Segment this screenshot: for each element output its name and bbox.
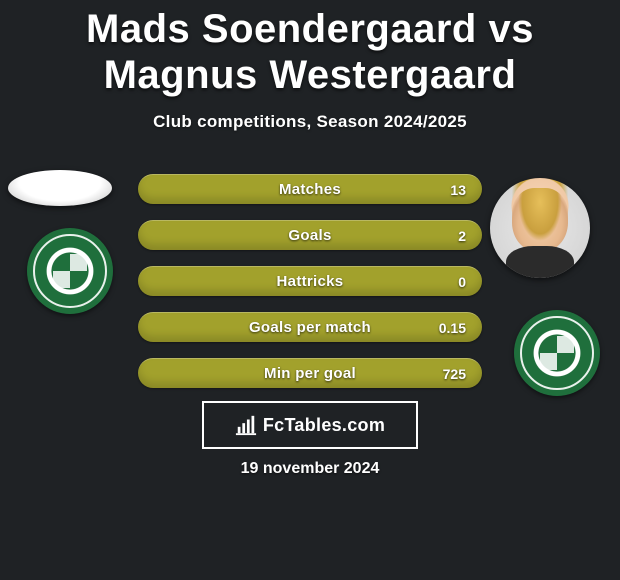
brand-box: FcTables.com bbox=[202, 401, 418, 449]
player-right-avatar bbox=[490, 178, 590, 278]
stats-bars: Matches 13 Goals 2 Hattricks 0 Goals per… bbox=[138, 174, 482, 404]
stat-value-right: 13 bbox=[450, 175, 466, 204]
player-left-avatar bbox=[8, 170, 112, 206]
stat-bar: Matches 13 bbox=[138, 174, 482, 204]
bar-chart-icon bbox=[235, 414, 257, 436]
stat-label: Hattricks bbox=[138, 267, 482, 296]
stat-label: Goals per match bbox=[138, 313, 482, 342]
player-right-crest-icon bbox=[514, 310, 600, 396]
date-text: 19 november 2024 bbox=[0, 460, 620, 478]
stat-label: Goals bbox=[138, 221, 482, 250]
stat-label: Min per goal bbox=[138, 359, 482, 388]
stat-value-right: 2 bbox=[458, 221, 466, 250]
stat-label: Matches bbox=[138, 175, 482, 204]
stat-bar: Min per goal 725 bbox=[138, 358, 482, 388]
subtitle: Club competitions, Season 2024/2025 bbox=[0, 112, 620, 132]
stat-bar: Goals per match 0.15 bbox=[138, 312, 482, 342]
player-left-crest-icon bbox=[27, 228, 113, 314]
stat-value-right: 0 bbox=[458, 267, 466, 296]
brand-text: FcTables.com bbox=[263, 415, 385, 436]
page-title: Mads Soendergaard vs Magnus Westergaard bbox=[0, 0, 620, 98]
stat-bar: Hattricks 0 bbox=[138, 266, 482, 296]
stat-value-right: 0.15 bbox=[439, 313, 466, 342]
stat-bar: Goals 2 bbox=[138, 220, 482, 250]
stat-value-right: 725 bbox=[443, 359, 466, 388]
